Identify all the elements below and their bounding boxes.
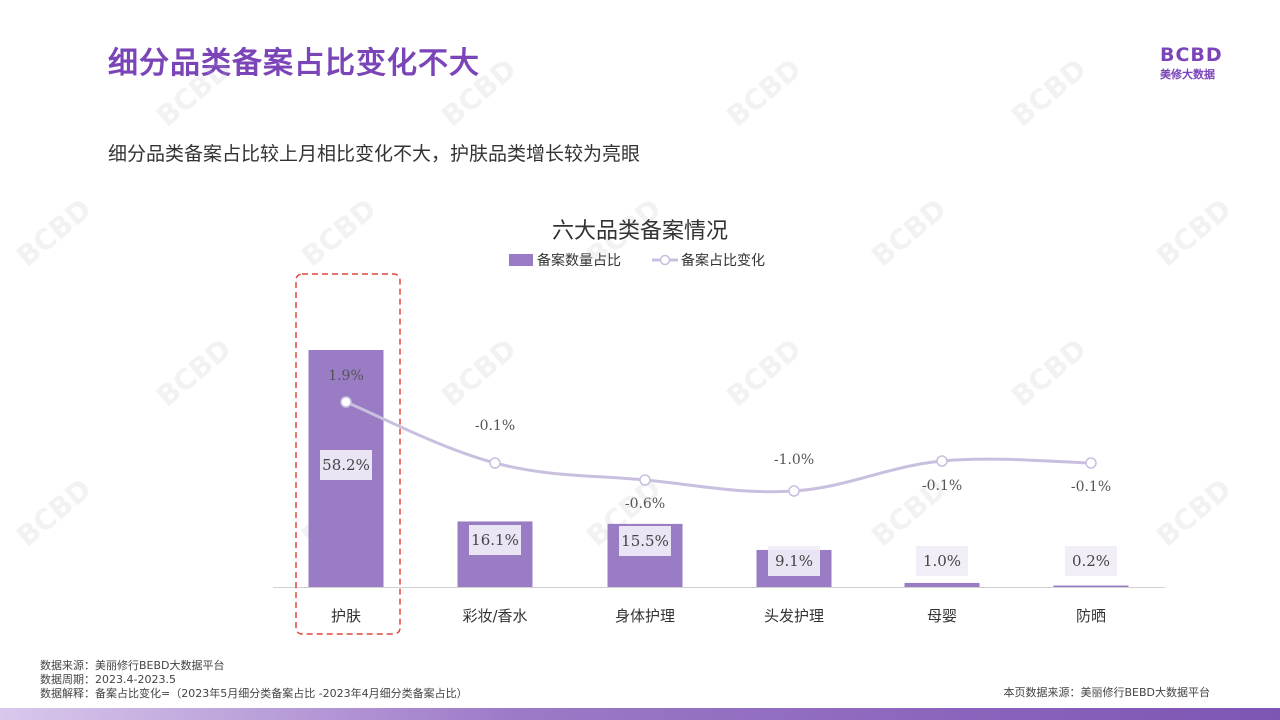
watermark-icon: BCBD	[150, 332, 237, 413]
bar-data-label: 16.1%	[471, 531, 519, 549]
watermark-icon: BCBD	[1005, 332, 1092, 413]
footer-page-source: 本页数据来源：美丽修行BEBD大数据平台	[1003, 686, 1210, 699]
chart-legend: 备案数量占比 备案占比变化	[509, 252, 765, 269]
highlight-box-layer	[295, 273, 401, 635]
line-data-label: 1.9%	[328, 368, 364, 384]
bar-series	[308, 350, 1129, 587]
legend-label-line: 备案占比变化	[681, 252, 765, 269]
watermark-icon: BCBD	[1150, 472, 1237, 553]
x-tick-label: 头发护理	[764, 607, 824, 625]
bar-data-label: 15.5%	[621, 532, 669, 550]
watermark-icon: BCBD	[720, 332, 807, 413]
logo-mark: BCBD	[1160, 44, 1223, 66]
bar-label-box	[1065, 546, 1117, 576]
line-point	[489, 457, 501, 469]
line-data-label: -0.1%	[1071, 479, 1111, 495]
legend-line-marker	[659, 254, 671, 266]
page-subtitle: 细分品类备案占比较上月相比变化不大，护肤品类增长较为亮眼	[108, 143, 641, 165]
bar-label-box	[768, 546, 820, 576]
watermark-icon: BCBD	[10, 472, 97, 553]
highlight-box	[295, 273, 401, 635]
line-series: 1.9% -0.1% -0.6% -1.0% -0.1% -0.1%	[328, 368, 1111, 512]
page-title: 细分品类备案占比变化不大	[108, 46, 480, 81]
line-point	[788, 485, 800, 497]
line-point	[340, 396, 352, 408]
line-data-label: -0.6%	[625, 496, 665, 512]
bar-label-box	[619, 526, 671, 556]
x-tick-label: 防晒	[1076, 607, 1106, 625]
bar-data-label: 58.2%	[322, 456, 370, 474]
footer-notes: 数据来源：美丽修行BEBD大数据平台 数据周期：2023.4-2023.5 数据…	[40, 659, 468, 701]
legend-label-bar: 备案数量占比	[537, 252, 621, 269]
bar-label-box	[469, 525, 521, 555]
watermark-icon: BCBD	[1150, 192, 1237, 273]
watermark-icon: BCBD	[150, 52, 237, 133]
chart-title: 六大品类备案情况	[552, 219, 728, 244]
bar-label-box	[320, 450, 372, 480]
bar-labels: 58.2% 16.1% 15.5% 9.1% 1.0% 0.2%	[320, 450, 1117, 576]
watermark-icon: BCBD	[865, 192, 952, 273]
watermark-icon: BCBD	[435, 52, 522, 133]
brand-logo: BCBD 美修大数据	[1160, 44, 1224, 82]
line-point	[936, 455, 948, 467]
bar-data-label: 9.1%	[775, 552, 813, 570]
line-point	[639, 474, 651, 486]
footer-data-explanation: 数据解释：备案占比变化=（2023年5月细分类备案占比 -2023年4月细分类备…	[40, 687, 468, 700]
bar-data-label: 1.0%	[923, 552, 961, 570]
x-tick-label: 护肤	[331, 607, 361, 625]
line-point	[1085, 457, 1097, 469]
logo-text: 美修大数据	[1160, 68, 1215, 81]
bar	[1053, 585, 1129, 587]
bar	[904, 582, 980, 587]
watermark-icon: BCBD	[10, 192, 97, 273]
legend-bar-swatch	[509, 254, 533, 266]
bottom-accent-bar	[0, 708, 1280, 720]
line-data-label: -0.1%	[475, 418, 515, 434]
watermark-icon: BCBD	[435, 332, 522, 413]
footer-data-source: 数据来源：美丽修行BEBD大数据平台	[40, 659, 225, 672]
x-tick-label: 身体护理	[615, 607, 675, 625]
line-data-label: -1.0%	[774, 452, 814, 468]
change-line	[345, 400, 1092, 494]
bar-label-box	[916, 546, 968, 576]
x-axis: 护肤 彩妆/香水 身体护理 头发护理 母婴 防晒	[273, 587, 1165, 625]
bar-data-label: 0.2%	[1072, 552, 1110, 570]
footer-data-period: 数据周期：2023.4-2023.5	[40, 673, 176, 686]
x-tick-label: 彩妆/香水	[462, 607, 527, 625]
watermark-icon: BCBD	[295, 192, 382, 273]
line-data-label: -0.1%	[922, 478, 962, 494]
x-tick-label: 母婴	[927, 607, 957, 625]
watermark-icon: BCBD	[720, 52, 807, 133]
watermark-icon: BCBD	[1005, 52, 1092, 133]
